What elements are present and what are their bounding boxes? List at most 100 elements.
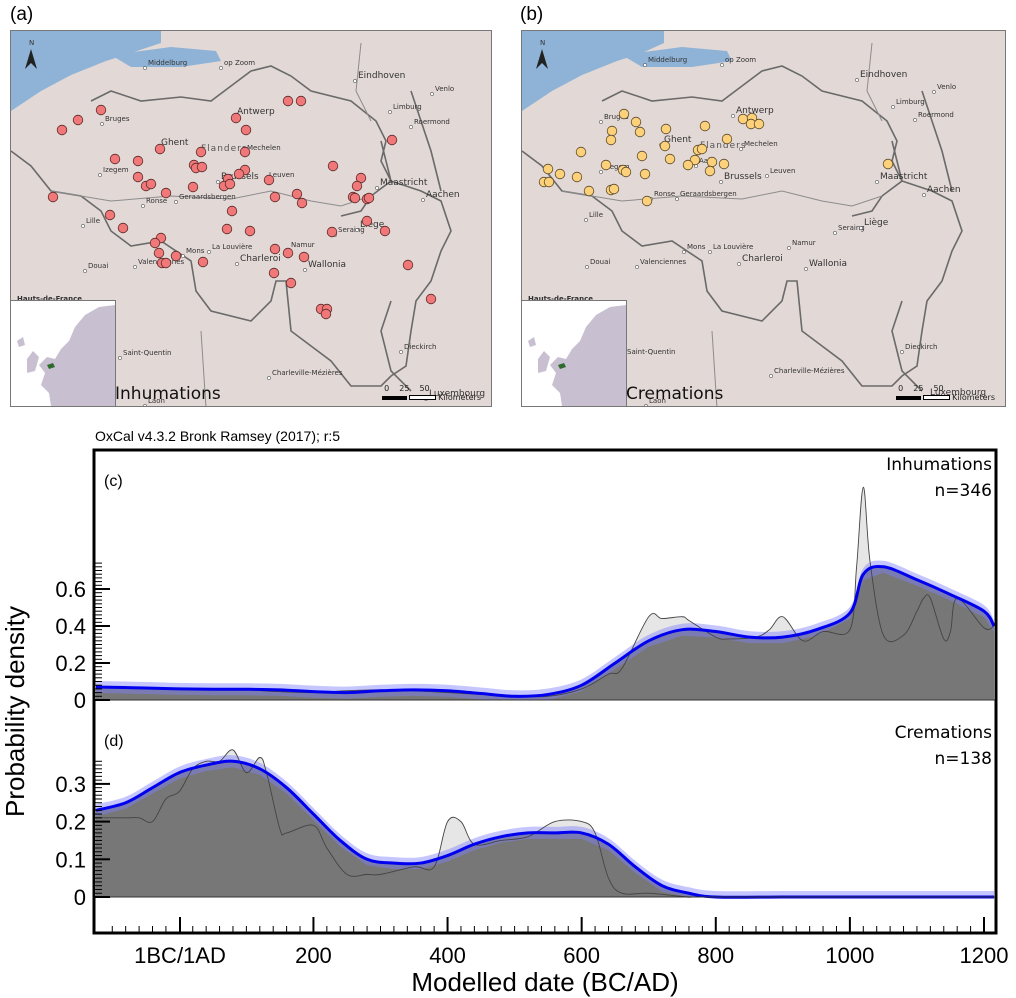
y-tick-label: 0.1	[55, 847, 86, 872]
site-marker	[160, 187, 172, 199]
city-marker	[731, 114, 735, 118]
city-label: Ghent	[161, 138, 189, 148]
city-marker	[355, 228, 359, 232]
site-marker	[600, 159, 612, 171]
site-marker	[298, 251, 310, 263]
city-marker	[181, 254, 185, 258]
y-tick-label: 0.3	[55, 772, 86, 797]
city-marker	[81, 224, 85, 228]
city-marker	[399, 350, 403, 354]
map-canvas: N Middelburg op Zoom Eindhoven Venlo Bruges An…	[11, 31, 485, 406]
city-label: Charleroi	[742, 254, 783, 264]
city-label: Bruges	[105, 115, 130, 123]
city-label: op Zoom	[725, 56, 756, 64]
site-marker	[379, 225, 391, 237]
site-marker	[641, 195, 653, 207]
city-label: Mechelen	[744, 140, 778, 148]
city-marker	[267, 376, 271, 380]
site-marker	[95, 104, 107, 116]
site-marker	[718, 158, 730, 170]
site-marker	[361, 215, 373, 227]
site-marker	[351, 180, 363, 192]
site-marker	[620, 166, 632, 178]
city-marker	[216, 180, 220, 184]
site-marker	[117, 222, 129, 234]
city-marker	[720, 63, 724, 67]
scale-bar: 0 25 50 Kilometers	[896, 384, 995, 402]
site-marker	[664, 153, 676, 165]
site-marker	[221, 223, 233, 235]
city-marker	[83, 269, 87, 273]
map-cremations: N Middelburg op Zoom Eindhoven Venlo Bruges An…	[521, 30, 1006, 407]
scale-label-0: 0	[898, 384, 904, 393]
city-label: Luxembourg	[429, 389, 485, 399]
y-tick-label: 0	[74, 688, 86, 713]
city-label: Ronse	[146, 197, 167, 205]
europe-inset-map	[11, 300, 116, 406]
region-label-hauts-de-france: Hauts-de-France	[528, 295, 593, 303]
city-label: Eindhoven	[860, 70, 907, 80]
probability-density-chart: 0 0.2 0.4 0.6 Inhumations n=346 (c) 0 0.1 0.2 0.3 C…	[0, 448, 1009, 997]
model-kde-line	[95, 564, 996, 698]
city-marker	[891, 105, 895, 109]
scale-bar: 0 25 50 Kilometers	[382, 384, 481, 402]
site-marker	[233, 168, 245, 180]
site-marker	[160, 257, 172, 269]
city-marker	[900, 350, 904, 354]
site-marker	[699, 120, 711, 132]
site-marker	[104, 209, 116, 221]
city-label: Aachen	[426, 190, 460, 200]
site-marker	[285, 277, 297, 289]
city-marker	[708, 250, 712, 254]
series-count: n=346	[935, 481, 992, 501]
scale-label-50: 50	[933, 384, 944, 393]
city-marker	[98, 173, 102, 177]
city-label: Mechelen	[247, 144, 281, 152]
site-marker	[230, 112, 242, 124]
oxcal-caption: OxCal v4.3.2 Bronk Ramsey (2017); r:5	[95, 428, 341, 444]
city-marker	[353, 79, 357, 83]
site-marker	[682, 159, 694, 171]
region-label-hauts-de-france: Hauts-de-France	[17, 295, 82, 303]
site-marker	[349, 192, 361, 204]
x-tick-label: 1200	[960, 943, 1009, 968]
site-marker	[149, 237, 161, 249]
series-title: Cremations	[895, 723, 992, 743]
city-marker	[430, 92, 434, 96]
city-marker	[737, 262, 741, 266]
europe-inset-shape	[528, 305, 626, 406]
model-area	[96, 566, 994, 700]
site-marker	[696, 143, 708, 155]
site-marker	[320, 308, 332, 320]
city-label: Roermond	[918, 111, 954, 119]
region-label: Flanders	[700, 141, 747, 151]
x-tick-label: 400	[429, 943, 466, 968]
city-label: Geraardsbergen	[179, 193, 236, 201]
site-marker	[282, 247, 294, 259]
site-marker	[583, 185, 595, 197]
site-marker	[386, 134, 398, 146]
city-marker	[303, 268, 307, 272]
site-marker	[268, 267, 280, 279]
x-tick-label: 200	[295, 943, 332, 968]
city-marker	[643, 63, 647, 67]
site-marker	[195, 146, 207, 158]
city-marker	[421, 198, 425, 202]
scale-label-25: 25	[399, 384, 410, 393]
city-marker	[235, 262, 239, 266]
x-tick-label: 800	[697, 943, 734, 968]
city-marker	[388, 110, 392, 114]
city-label: Geraardsbergen	[680, 190, 737, 198]
city-label: Antwerp	[237, 107, 275, 117]
city-marker	[133, 265, 137, 269]
site-marker	[244, 225, 256, 237]
city-label: Maastricht	[380, 178, 428, 188]
panel-label-a: (a)	[10, 4, 34, 25]
y-axis-title: Probability density	[0, 606, 30, 817]
site-marker	[606, 125, 618, 137]
y-tick-label: 0.2	[55, 651, 86, 676]
site-marker	[327, 160, 339, 172]
region-borders	[561, 42, 883, 406]
city-label: Charleville-Mézières	[272, 369, 343, 377]
site-marker	[226, 205, 238, 217]
